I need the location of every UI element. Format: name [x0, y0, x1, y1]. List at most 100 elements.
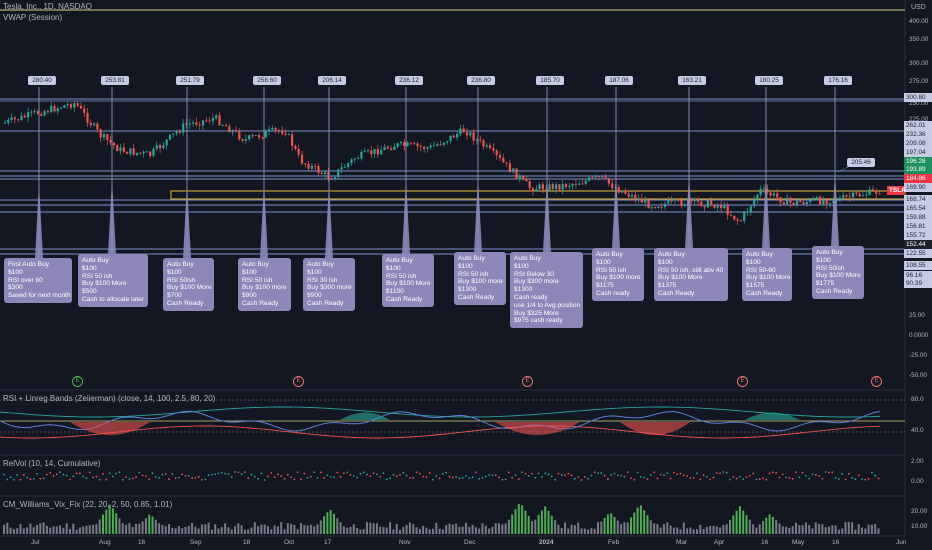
- price-level-tag[interactable]: 184.86: [904, 174, 932, 183]
- buy-price-label[interactable]: 258.60: [253, 76, 281, 85]
- relvol-dot: [181, 473, 184, 476]
- candle-body: [149, 151, 152, 156]
- rsi-tick-80: 80.0: [911, 396, 924, 403]
- price-level-tag[interactable]: 193.89: [904, 165, 932, 174]
- price-level-tag[interactable]: 262.01: [904, 121, 932, 130]
- earnings-event-icon[interactable]: E: [522, 376, 533, 387]
- price-level-tag[interactable]: 209.08: [904, 139, 932, 148]
- vixfix-bar: [874, 523, 877, 534]
- candle-body: [713, 204, 716, 208]
- buy-price-label[interactable]: 236.80: [467, 76, 495, 85]
- buy-spike: [108, 179, 116, 254]
- price-level-tag[interactable]: 155.72: [904, 231, 932, 240]
- earnings-event-icon[interactable]: E: [737, 376, 748, 387]
- vixfix-bar: [276, 526, 279, 534]
- strategy-note[interactable]: Auto Buy $100 RSI 50 ish, still abv 40 B…: [654, 248, 728, 301]
- price-level-tag[interactable]: 169.90: [904, 183, 932, 192]
- vixfix-bar: [623, 522, 626, 534]
- relvol-dot: [174, 477, 177, 479]
- candle-body: [871, 189, 874, 191]
- relvol-dot: [851, 477, 853, 479]
- strategy-note[interactable]: Auto Buy $100 RSI 50-60 Buy $100 More $1…: [742, 248, 792, 301]
- strategy-note[interactable]: Auto Buy $100 RSI 50 ish Buy $100 More $…: [78, 254, 148, 307]
- candle-body: [357, 158, 360, 160]
- earnings-event-icon[interactable]: E: [72, 376, 83, 387]
- strategy-note[interactable]: Auto Buy $100 RSI 50ish Buy $100 More $1…: [812, 246, 864, 299]
- buy-spike: [474, 177, 482, 252]
- vixfix-bar: [201, 524, 203, 534]
- strategy-note[interactable]: Auto Buy $100 RSI 50ish Buy $100 More $7…: [163, 258, 214, 311]
- buy-price-label[interactable]: 176.16: [824, 76, 852, 85]
- price-level-tag[interactable]: 300.80: [904, 93, 932, 102]
- price-level-tag[interactable]: 232.36: [904, 130, 932, 139]
- vwap-legend[interactable]: VWAP (Session): [3, 13, 63, 22]
- candle-body: [310, 165, 313, 169]
- vixfix-bar: [356, 527, 359, 534]
- buy-price-label[interactable]: 251.79: [176, 76, 204, 85]
- symbol-legend[interactable]: Tesla, Inc., 1D, NASDAQ: [3, 2, 92, 11]
- vixfix-bar: [511, 514, 514, 534]
- candle-body: [700, 201, 703, 207]
- price-level-tag[interactable]: 96.16: [904, 271, 932, 280]
- strategy-note[interactable]: Auto Buy $100 RSI 50 ish Buy $100 more $…: [454, 252, 506, 305]
- buy-price-label[interactable]: 253.81: [101, 76, 129, 85]
- strategy-note[interactable]: Auto Buy $100 RSI 50 ish Buy $100 more $…: [592, 248, 644, 301]
- vixfix-bar: [260, 524, 263, 534]
- relvol-dot: [369, 475, 372, 478]
- earnings-event-icon[interactable]: E: [293, 376, 304, 387]
- buy-price-label[interactable]: 206.14: [318, 76, 346, 85]
- buy-price-label[interactable]: 187.06: [605, 76, 633, 85]
- vixfix-bar: [309, 524, 312, 534]
- buy-price-label[interactable]: 236.12: [395, 76, 423, 85]
- candle-body: [3, 122, 7, 124]
- buy-price-label[interactable]: 163.21: [678, 76, 706, 85]
- candle-body: [258, 135, 261, 138]
- buy-price-label[interactable]: 180.25: [755, 76, 783, 85]
- buy-price-label[interactable]: 185.70: [536, 76, 564, 85]
- price-level-tag[interactable]: 159.88: [904, 213, 932, 222]
- rsi-legend[interactable]: RSI + Linreg Bands (Zeiierman) (close, 1…: [3, 394, 216, 403]
- vixfix-legend[interactable]: CM_Williams_Vix_Fix (22, 20, 2, 50, 0.85…: [3, 500, 173, 509]
- relvol-dot: [574, 477, 576, 480]
- relvol-legend[interactable]: RelVol (10, 14, Cumulative): [3, 459, 101, 468]
- price-level-tag[interactable]: 108.55: [904, 261, 932, 270]
- candle-body: [799, 200, 802, 203]
- relvol-dot: [65, 474, 68, 477]
- price-level-tag[interactable]: 156.81: [904, 222, 932, 231]
- vixfix-bar: [42, 522, 45, 534]
- strategy-note[interactable]: Auto Buy $100 RSI 50 ish Buy $100 More $…: [382, 254, 434, 307]
- candle-body: [449, 135, 452, 142]
- candle-body: [145, 151, 148, 153]
- strategy-note[interactable]: First Auto Buy $100 RSI over 60 $300 Sav…: [4, 258, 72, 303]
- floating-price-label[interactable]: 205.46: [847, 158, 875, 167]
- strategy-note[interactable]: Auto Buy $100 RSI 30 ish Buy $300 more $…: [303, 258, 355, 311]
- vixfix-bar: [158, 523, 161, 534]
- price-level-tag[interactable]: 152.44: [904, 240, 932, 249]
- price-level-tag[interactable]: 90.39: [904, 279, 932, 288]
- candle-body: [627, 193, 630, 197]
- price-level-tag[interactable]: 197.04: [904, 148, 932, 157]
- price-level-tag[interactable]: 196.28: [904, 157, 932, 166]
- relvol-dot: [613, 472, 616, 475]
- candle-body: [498, 155, 502, 158]
- vixfix-bar: [45, 525, 48, 534]
- buy-price-label[interactable]: 280.40: [28, 76, 56, 85]
- relvol-dot: [712, 476, 715, 479]
- candle-body: [168, 134, 172, 140]
- price-level-tag[interactable]: 122.55: [904, 249, 932, 258]
- strategy-note[interactable]: Auto Buy $100 RSI Below 30 Buy $300 more…: [510, 252, 583, 329]
- relvol-dot: [372, 472, 375, 475]
- vixfix-bar: [877, 528, 880, 534]
- candle-body: [472, 132, 475, 141]
- buy-spike: [402, 179, 410, 254]
- price-level-tag[interactable]: 165.54: [904, 204, 932, 213]
- vixfix-bar: [570, 524, 573, 534]
- lightning-icon[interactable]: E: [871, 376, 882, 387]
- strategy-note[interactable]: Auto Buy $100 RSI 50 ish Buy $100 more $…: [238, 258, 291, 311]
- price-axis-tick: 350.00: [909, 36, 929, 43]
- relvol-dot: [253, 475, 256, 478]
- vixfix-bar: [748, 519, 751, 534]
- price-level-tag[interactable]: 168.74: [904, 195, 932, 204]
